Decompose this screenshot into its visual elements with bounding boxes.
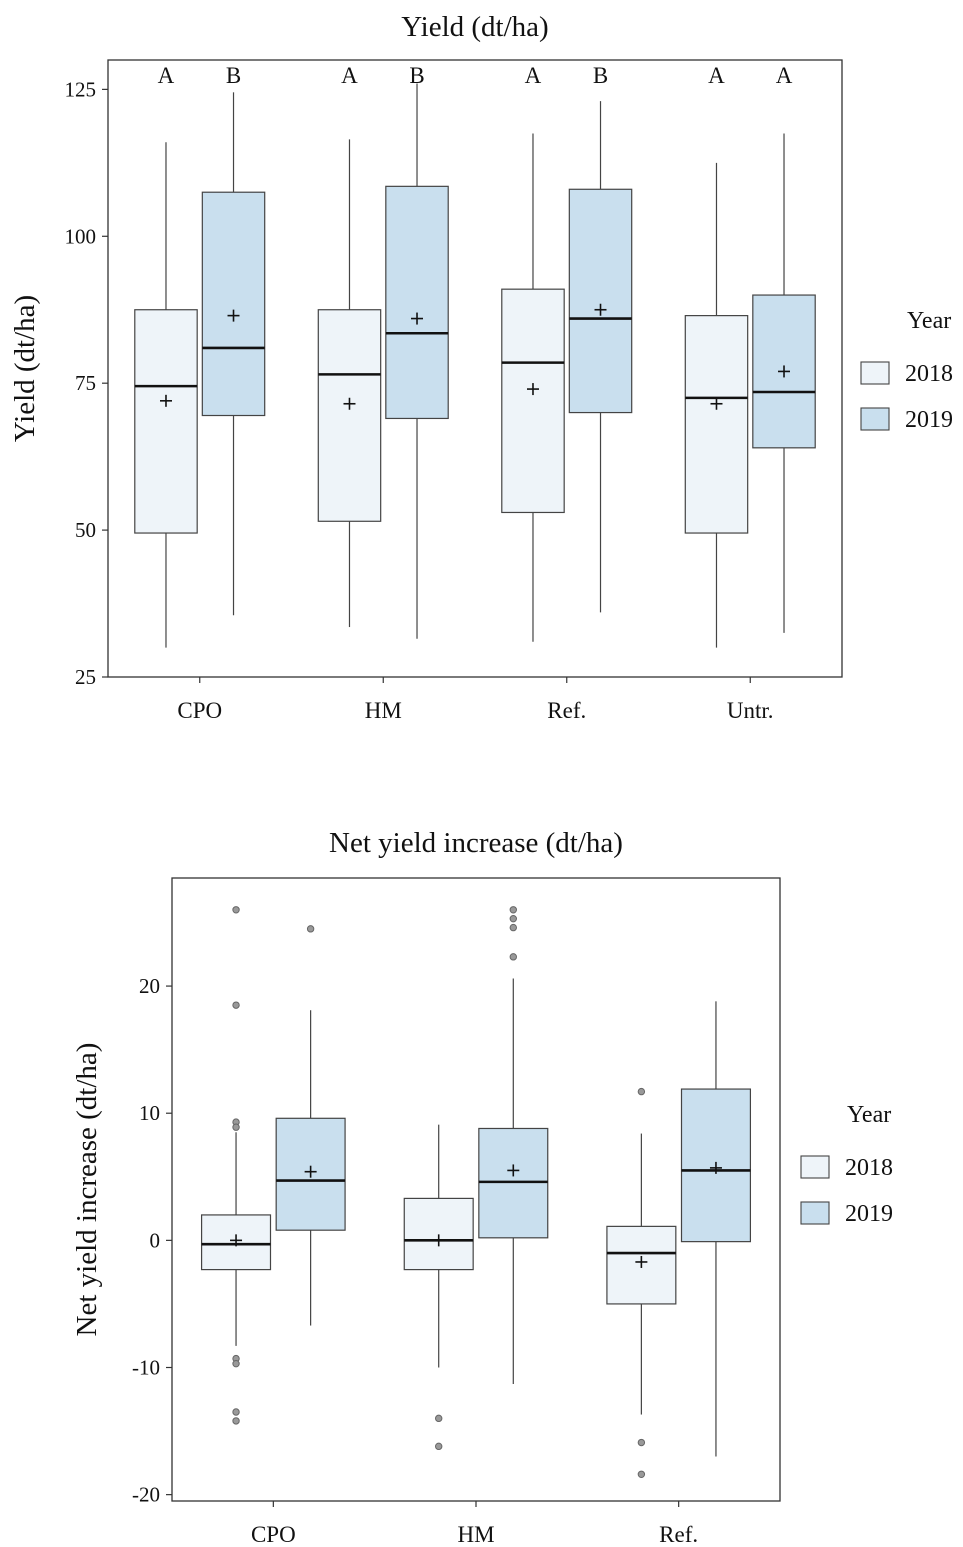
box-2018-Untr.: A (684, 63, 749, 648)
outlier-point (637, 1470, 646, 1478)
legend-swatch-2019 (800, 1201, 830, 1225)
box-2018-Ref. (606, 1087, 677, 1478)
box-iqr (568, 188, 633, 414)
outlier-point (637, 1438, 646, 1447)
box-iqr (684, 315, 749, 534)
chart-title: Net yield increase (dt/ha) (329, 827, 623, 859)
legend-label-2019: 2019 (845, 1201, 893, 1227)
box-iqr (403, 1197, 474, 1271)
legend-swatch-2019 (860, 407, 890, 431)
box-2019-HM (478, 906, 549, 1385)
box-iqr (385, 185, 449, 420)
legend-swatch-2018 (800, 1155, 830, 1179)
outlier-point (232, 1408, 240, 1416)
box-iqr (501, 288, 565, 514)
y-tick-label: 50 (75, 518, 96, 542)
significance-letter: B (409, 63, 424, 88)
outlier-point (306, 925, 315, 933)
outlier-point (232, 1001, 240, 1009)
significance-letter: A (708, 63, 725, 88)
significance-letter: B (226, 63, 241, 88)
y-tick-label: 25 (75, 665, 96, 689)
legend-swatch-2018 (860, 361, 890, 385)
box-2019-Ref. (680, 1001, 752, 1457)
box-2019-CPO (275, 925, 346, 1326)
y-tick-label: 125 (65, 77, 97, 101)
x-tick-label: CPO (251, 1522, 296, 1547)
chart-title: Yield (dt/ha) (401, 11, 548, 43)
significance-letter: A (158, 63, 175, 88)
y-tick-label: 20 (139, 974, 160, 998)
yield-boxplot-chart: Yield (dt/ha) Yield (dt/ha) 25 50 75 100 125 CP… (9, 11, 953, 723)
y-axis-title: Yield (dt/ha) (9, 295, 41, 442)
outlier-point (435, 1442, 443, 1451)
significance-letter: B (593, 63, 608, 88)
significance-letter: A (341, 63, 358, 88)
net-yield-increase-boxplot-chart: Net yield increase (dt/ha) Net yield incr… (71, 827, 893, 1547)
x-tick-label: Ref. (659, 1522, 698, 1547)
box-2019-CPO: B (201, 63, 266, 616)
y-tick-label: 10 (139, 1101, 160, 1125)
x-tick-label: Untr. (727, 698, 774, 723)
x-tick-label: CPO (177, 698, 222, 723)
box-2018-HM: A (317, 63, 382, 628)
outlier-point (232, 906, 240, 914)
significance-letter: A (525, 63, 542, 88)
outlier-point (232, 1123, 240, 1131)
box-2018-CPO: A (134, 63, 198, 648)
y-tick-label: 100 (65, 224, 97, 248)
y-tick-label: 75 (75, 371, 96, 395)
outlier-point (637, 1087, 646, 1096)
y-tick-label: -10 (132, 1356, 160, 1380)
significance-letter: A (776, 63, 793, 88)
y-tick-label: 0 (150, 1228, 161, 1252)
outlier-point (509, 953, 517, 961)
legend: Year 2018 2019 (860, 308, 953, 433)
outlier-point (509, 914, 517, 923)
x-tick-label: HM (457, 1522, 494, 1547)
outlier-point (509, 923, 517, 932)
legend: Year 2018 2019 (800, 1102, 893, 1227)
outlier-point (232, 1417, 240, 1425)
plot-group: Yield (dt/ha) Yield (dt/ha) 25 50 75 100 125 CP… (9, 11, 843, 723)
box-iqr (201, 191, 266, 417)
box-2018-CPO (200, 906, 272, 1425)
legend-label-2018: 2018 (845, 1155, 893, 1181)
legend-label-2018: 2018 (905, 361, 953, 387)
box-2019-Untr.: A (752, 63, 816, 633)
y-tick-label: -20 (132, 1483, 160, 1507)
outlier-point (509, 906, 517, 914)
box-2018-Ref.: A (501, 63, 565, 642)
box-iqr (752, 294, 816, 449)
box-2019-Ref.: B (568, 63, 633, 613)
outlier-point (232, 1359, 240, 1368)
box-iqr (134, 309, 198, 534)
box-iqr (200, 1214, 272, 1271)
outlier-point (435, 1414, 443, 1423)
plot-frame (107, 59, 843, 678)
legend-title: Year (907, 308, 951, 334)
y-axis-title: Net yield increase (dt/ha) (71, 1043, 103, 1337)
legend-title: Year (847, 1102, 891, 1128)
plot-group: Net yield increase (dt/ha) Net yield incr… (71, 827, 781, 1547)
x-tick-label: HM (365, 698, 402, 723)
x-tick-label: Ref. (547, 698, 586, 723)
box-iqr (317, 309, 382, 522)
box-2019-HM: B (385, 63, 449, 639)
box-2018-HM (403, 1124, 474, 1451)
legend-label-2019: 2019 (905, 407, 953, 433)
